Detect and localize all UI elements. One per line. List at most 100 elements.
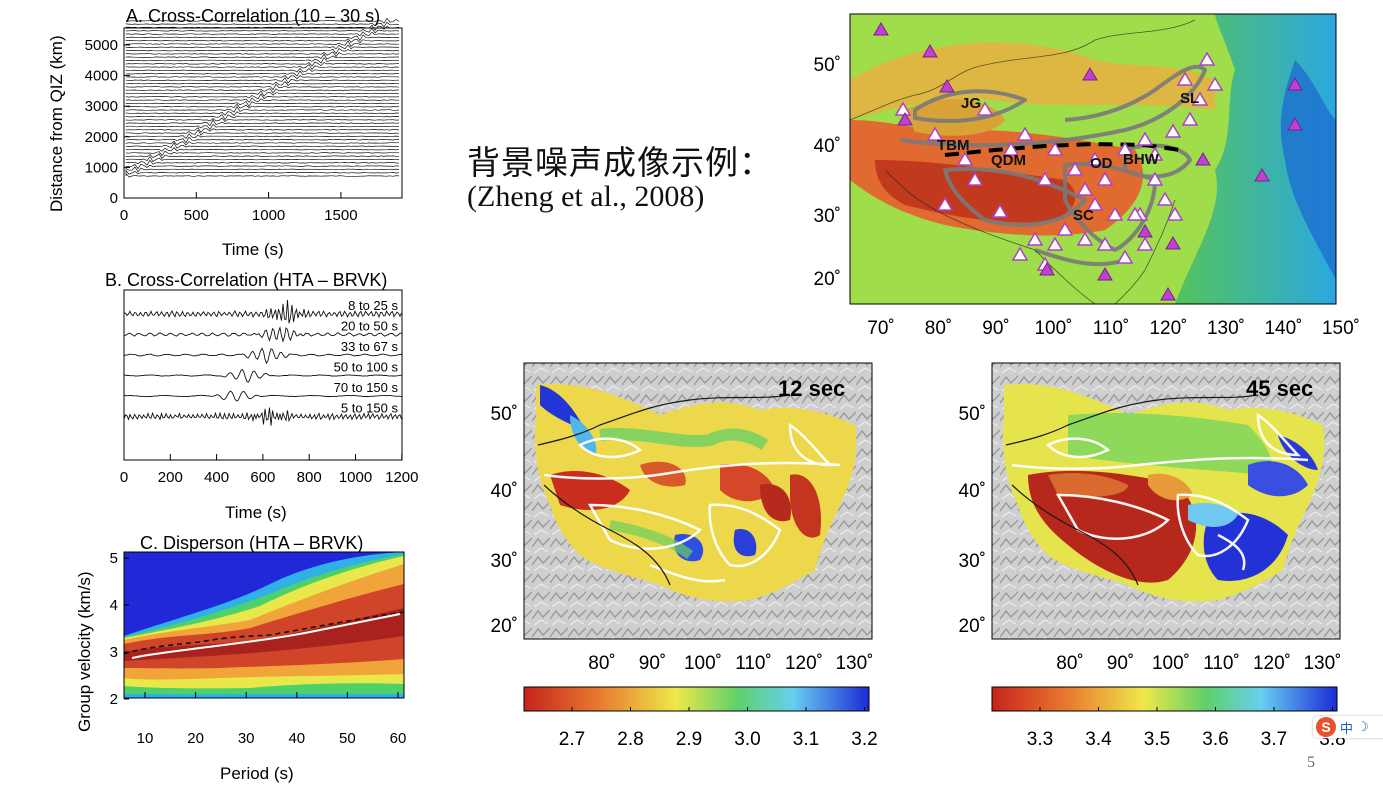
waveform-trace bbox=[125, 163, 400, 170]
lat-label: 20˚ bbox=[814, 269, 841, 290]
station-marker bbox=[1039, 262, 1055, 276]
waveform-trace bbox=[125, 21, 400, 28]
colorbar-label: 3.2 bbox=[851, 729, 877, 750]
station-marker bbox=[1137, 224, 1153, 238]
lon-label: 80˚ bbox=[1056, 653, 1083, 674]
station-marker bbox=[1198, 51, 1216, 66]
lat-label: 40˚ bbox=[814, 136, 841, 157]
waveform-trace bbox=[125, 61, 400, 67]
lat-label: 40˚ bbox=[491, 481, 518, 502]
waveform-trace bbox=[125, 117, 400, 122]
waveform-trace bbox=[125, 63, 400, 70]
lat-label: 20˚ bbox=[959, 616, 986, 637]
waveform-trace bbox=[125, 103, 400, 109]
lat-label: 50˚ bbox=[491, 404, 518, 425]
ytick-label: 4000 bbox=[85, 68, 118, 85]
station-marker bbox=[1191, 91, 1209, 106]
lon-label: 80˚ bbox=[588, 653, 615, 674]
waveform-trace bbox=[125, 70, 399, 77]
waveform-trace bbox=[125, 153, 399, 160]
waveform-trace bbox=[125, 76, 399, 84]
waveform-trace bbox=[125, 113, 400, 121]
ytick-label: 5 bbox=[110, 550, 118, 567]
station-marker bbox=[926, 126, 944, 141]
lon-label: 90˚ bbox=[639, 653, 666, 674]
waveform-trace bbox=[125, 38, 400, 44]
station-marker bbox=[1011, 246, 1029, 261]
panel-b-title: B. Cross-Correlation (HTA – BRVK) bbox=[105, 270, 387, 290]
lon-label: 100˚ bbox=[684, 653, 722, 674]
xtick-label: 600 bbox=[250, 469, 275, 486]
map-12-label: 12 sec bbox=[778, 376, 845, 401]
sogou-logo-icon[interactable]: S bbox=[1316, 717, 1336, 737]
waveform-trace bbox=[123, 299, 402, 324]
ytick-label: 4 bbox=[110, 597, 118, 614]
xtick-label: 10 bbox=[137, 730, 154, 747]
ime-toolbar[interactable]: S 中 ☽ bbox=[1313, 716, 1383, 738]
band-label: 8 to 25 s bbox=[348, 298, 398, 313]
panel-b-waveforms: 8 to 25 s 20 to 50 s 33 to 67 s 50 to 100 s… bbox=[123, 298, 402, 426]
panel-a-waveforms bbox=[125, 17, 400, 178]
waveform-trace bbox=[125, 147, 400, 152]
station-marker bbox=[1160, 287, 1176, 301]
top-station-map: JG SL TBM QDM OD BHW SC 50˚ 40˚ 30˚ 20˚ 70˚ 8… bbox=[814, 13, 1360, 339]
waveform-trace bbox=[125, 97, 400, 103]
waveform-trace bbox=[125, 83, 400, 91]
station-marker bbox=[939, 79, 955, 93]
waveform-trace bbox=[125, 142, 400, 149]
station-marker bbox=[1082, 67, 1098, 81]
reference-text: (Zheng et al., 2008) bbox=[467, 180, 705, 213]
lat-label: 30˚ bbox=[814, 206, 841, 227]
waveform-trace bbox=[125, 80, 400, 86]
station-marker bbox=[1096, 171, 1114, 186]
lat-label: 30˚ bbox=[959, 551, 986, 572]
xtick-label: 500 bbox=[184, 207, 209, 224]
band-label: 50 to 100 s bbox=[334, 360, 399, 375]
region-label: JG bbox=[961, 95, 981, 112]
region-label: BHW bbox=[1123, 151, 1160, 168]
lon-label: 130˚ bbox=[1207, 318, 1245, 339]
xtick-label: 0 bbox=[120, 207, 128, 224]
xtick-label: 1000 bbox=[252, 207, 285, 224]
waveform-trace bbox=[125, 111, 400, 117]
colorbar-label: 2.9 bbox=[676, 729, 702, 750]
lon-label: 110˚ bbox=[1093, 318, 1130, 339]
station-marker bbox=[1086, 151, 1104, 166]
waveform-trace bbox=[123, 390, 402, 402]
lon-label: 130˚ bbox=[1303, 653, 1341, 674]
ime-language-toggle[interactable]: 中 bbox=[1340, 721, 1354, 737]
colorbar-label: 3.3 bbox=[1027, 729, 1053, 750]
waveform-trace bbox=[125, 51, 400, 58]
lon-label: 100˚ bbox=[1152, 653, 1190, 674]
waveform-trace bbox=[125, 31, 400, 37]
band-label: 20 to 50 s bbox=[341, 319, 399, 334]
station-marker bbox=[1106, 206, 1124, 221]
station-marker bbox=[1287, 117, 1303, 131]
waveform-trace bbox=[125, 17, 400, 24]
station-marker bbox=[1076, 181, 1094, 196]
station-marker bbox=[1116, 141, 1134, 156]
station-marker bbox=[1016, 126, 1034, 141]
waveform-trace bbox=[125, 129, 400, 136]
lon-label: 120˚ bbox=[785, 653, 823, 674]
band-label: 33 to 67 s bbox=[341, 339, 399, 354]
lon-label: 150˚ bbox=[1322, 318, 1360, 339]
panel-c-ylabel: Group velocity (km/s) bbox=[75, 571, 94, 732]
xtick-label: 1000 bbox=[339, 469, 372, 486]
station-marker bbox=[1164, 123, 1182, 138]
lat-label: 20˚ bbox=[491, 616, 518, 637]
station-marker bbox=[1195, 152, 1211, 166]
station-marker bbox=[1254, 168, 1270, 182]
ytick-label: 3000 bbox=[85, 98, 118, 115]
lat-label: 50˚ bbox=[959, 404, 986, 425]
ytick-label: 2000 bbox=[85, 129, 118, 146]
station-marker bbox=[1036, 171, 1054, 186]
velocity-map-12-image bbox=[524, 363, 872, 639]
moon-icon[interactable]: ☽ bbox=[1357, 719, 1369, 734]
lon-label: 120˚ bbox=[1253, 653, 1291, 674]
waveform-trace bbox=[125, 44, 400, 50]
panel-a-cross-correlation: A. Cross-Correlation (10 – 30 s) Distanc… bbox=[47, 6, 403, 259]
station-marker bbox=[922, 44, 938, 58]
waveform-trace bbox=[125, 47, 400, 55]
xtick-label: 0 bbox=[120, 469, 128, 486]
